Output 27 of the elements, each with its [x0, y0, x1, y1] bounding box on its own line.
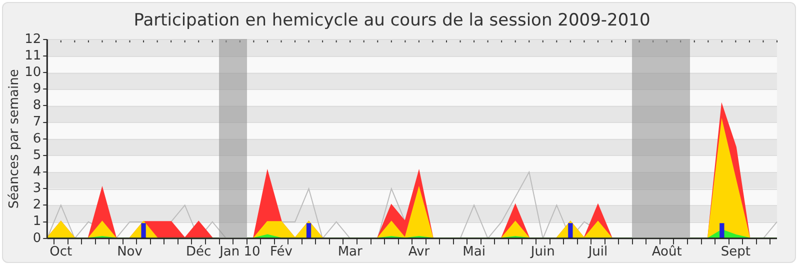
- x-tick-label: Oct: [50, 244, 72, 260]
- y-tick-label: 8: [32, 98, 42, 114]
- y-tick-label: 1: [32, 214, 42, 230]
- y-tick-label: 9: [32, 82, 42, 97]
- y-tick-label: 5: [32, 148, 42, 163]
- y-tick-label: 7: [32, 114, 42, 130]
- x-tick-label: Août: [652, 244, 682, 260]
- x-tick-label: Mar: [338, 244, 364, 260]
- chart-title: Participation en hemicycle au cours de la session 2009-2010: [134, 10, 650, 31]
- x-tick-label: Nov: [117, 244, 143, 260]
- y-tick-label: 12: [24, 32, 42, 47]
- x-tick-label: Juin: [530, 244, 555, 260]
- x-tick-label: Avr: [408, 244, 430, 260]
- x-tick-label: Juil: [587, 244, 608, 260]
- y-tick-label: 4: [32, 164, 42, 180]
- y-tick-label: 10: [24, 64, 42, 80]
- x-tick-label: Mai: [462, 244, 486, 260]
- x-tick-label: Sept: [720, 244, 750, 260]
- y-tick-label: 6: [32, 131, 42, 146]
- y-tick-label: 2: [32, 198, 42, 213]
- x-tick-label: Jan 10: [218, 244, 260, 260]
- y-tick-label: 11: [24, 48, 42, 64]
- y-tick-label: 0: [32, 230, 42, 246]
- y-tick-label: 3: [32, 181, 42, 196]
- x-tick-label: Déc: [186, 244, 212, 260]
- y-axis-title: Séances par semaine: [7, 69, 22, 209]
- x-tick-label: Fév: [270, 244, 293, 260]
